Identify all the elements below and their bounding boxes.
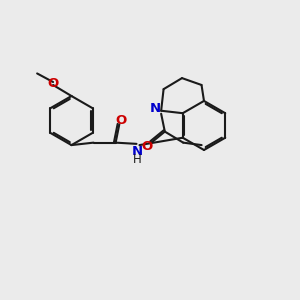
Text: H: H	[134, 153, 142, 166]
Text: N: N	[150, 102, 161, 115]
Text: N: N	[132, 145, 143, 158]
Text: O: O	[115, 114, 126, 127]
Text: O: O	[142, 140, 153, 153]
Text: O: O	[47, 76, 58, 89]
